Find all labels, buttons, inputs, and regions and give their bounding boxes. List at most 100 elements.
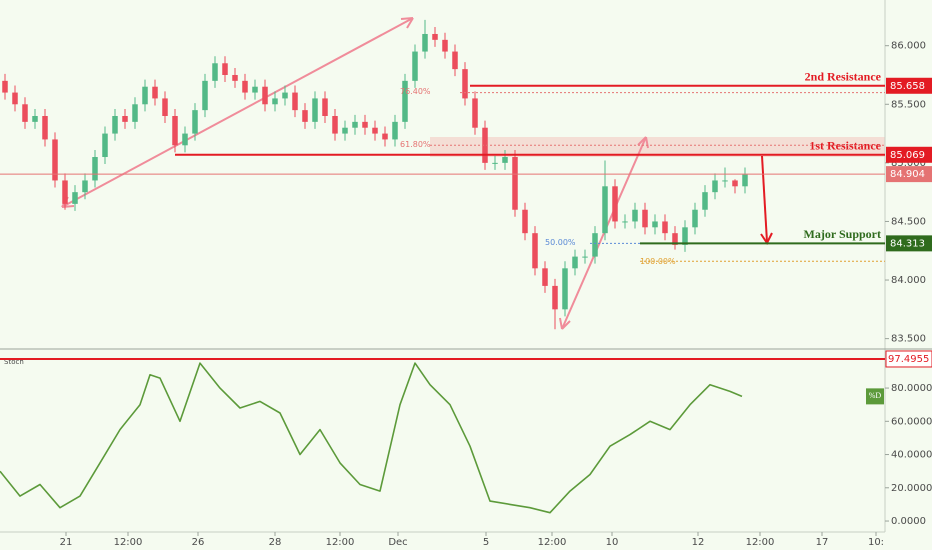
y-tick-label: 60.0000: [891, 416, 932, 427]
candle: [492, 155, 498, 170]
price-label: 85.658: [890, 81, 925, 92]
candle-body: [422, 33, 428, 52]
price-label: 84.313: [890, 238, 925, 249]
candle: [322, 91, 328, 124]
candle-body: [642, 209, 648, 228]
candle: [372, 120, 378, 141]
arrow-head: [61, 17, 414, 208]
candle-body: [202, 80, 208, 111]
candle: [732, 179, 738, 194]
candle: [72, 185, 78, 211]
candle: [42, 108, 48, 147]
y-tick-label: 40.0000: [891, 450, 932, 461]
x-tick-label: 12:00: [114, 537, 143, 548]
candle-body: [352, 121, 358, 128]
level-label: Major Support: [804, 227, 881, 241]
candle: [52, 132, 58, 188]
candle: [232, 67, 238, 88]
y-tick-label: 84.500: [891, 216, 926, 227]
x-tick-label: 21: [60, 537, 73, 548]
candle: [582, 249, 588, 264]
x-tick-label: 12:00: [326, 537, 355, 548]
candle-body: [282, 92, 288, 99]
candle-body: [612, 186, 618, 222]
candle-body: [692, 209, 698, 228]
candle: [512, 149, 518, 217]
candle-body: [522, 209, 528, 234]
candle-body: [172, 116, 178, 146]
candle: [642, 202, 648, 235]
candle-body: [622, 221, 628, 223]
candle: [152, 79, 158, 106]
candle-body: [682, 227, 688, 245]
candle-body: [272, 98, 278, 105]
x-tick-label: 26: [192, 537, 205, 548]
fib-label: 100.00%: [640, 257, 676, 266]
y-tick-label: 20.0000: [891, 483, 932, 494]
candle-body: [542, 268, 548, 286]
candle: [402, 73, 408, 129]
candle-body: [182, 133, 188, 146]
candle-body: [402, 80, 408, 122]
candle-body: [312, 98, 318, 122]
candle-body: [242, 80, 248, 93]
candle: [672, 226, 678, 250]
candle: [202, 73, 208, 118]
x-tick-label: 17: [816, 537, 829, 548]
candle-body: [552, 285, 558, 310]
candle: [222, 56, 228, 83]
candle-body: [122, 116, 128, 122]
candle: [182, 126, 188, 153]
candle: [112, 108, 118, 141]
candle-body: [652, 221, 658, 228]
trend-arrow: [61, 17, 414, 208]
x-tick-label: Dec: [388, 537, 407, 548]
candle: [292, 85, 298, 118]
candle: [22, 97, 28, 129]
arrow-shaft: [761, 155, 768, 243]
candle: [352, 114, 358, 135]
candle: [422, 19, 428, 59]
y-tick-label: 80.0000: [891, 383, 932, 394]
candle-body: [472, 98, 478, 128]
candle-body: [432, 33, 438, 40]
price-label-box: [885, 350, 932, 368]
candle: [412, 44, 418, 88]
candle-body: [742, 174, 748, 187]
trend-arrows: [61, 17, 649, 330]
legend-label: %D: [869, 391, 882, 400]
candle-body: [62, 180, 68, 204]
candle-body: [602, 186, 608, 234]
candle: [342, 120, 348, 141]
x-tick-label: 12:00: [746, 537, 775, 548]
candle: [362, 114, 368, 135]
candle-body: [662, 221, 668, 234]
candle: [12, 85, 18, 112]
candle-body: [502, 157, 508, 163]
candle: [122, 108, 128, 129]
candle-body: [12, 92, 18, 105]
candle-body: [582, 256, 588, 258]
candle-body: [372, 127, 378, 134]
x-tick-label: 12: [692, 537, 705, 548]
candle-body: [52, 139, 58, 181]
x-tick-label: 12:00: [538, 537, 567, 548]
candle-body: [2, 80, 8, 93]
x-tick-label: 10:: [868, 537, 884, 548]
candle: [302, 103, 308, 129]
candle: [172, 108, 178, 153]
candle-body: [212, 63, 218, 81]
candle-body: [232, 74, 238, 81]
candle: [662, 214, 668, 241]
candle: [572, 249, 578, 276]
candle-body: [702, 192, 708, 210]
candle: [82, 173, 88, 200]
candle-body: [162, 98, 168, 116]
candle: [712, 173, 718, 200]
candle: [652, 214, 658, 235]
candle: [282, 85, 288, 106]
level-label: 2nd Resistance: [805, 70, 882, 84]
candle: [252, 79, 258, 100]
candle: [502, 149, 508, 170]
candle-body: [72, 192, 78, 204]
